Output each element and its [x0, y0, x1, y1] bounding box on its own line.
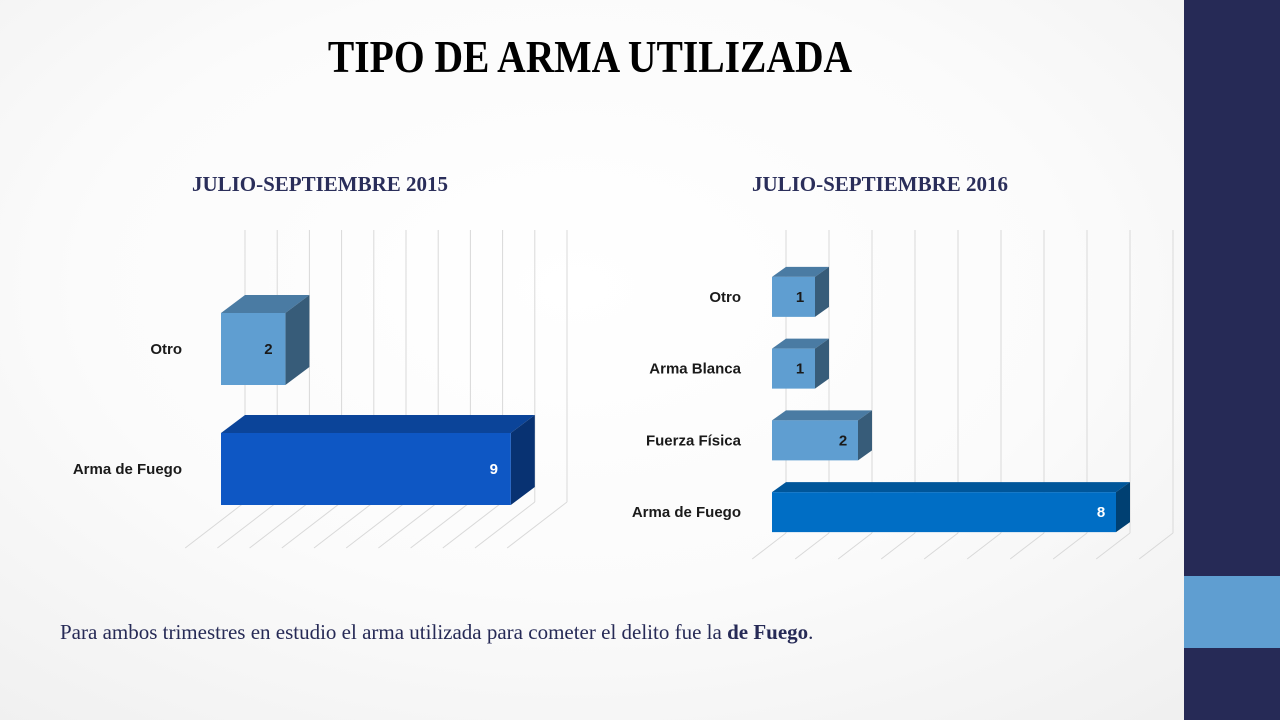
category-label-otro: Otro [709, 289, 741, 306]
floor-gridline-2 [249, 501, 310, 549]
value-label-otro: 1 [796, 289, 804, 306]
floor-gridline-7 [1052, 532, 1088, 560]
caption-text-after: . [808, 620, 814, 644]
bar-arma-blanca [772, 338, 829, 389]
floor-gridline-9 [1138, 532, 1174, 560]
floor-gridline-0 [184, 501, 246, 549]
value-label-fuerza-fisica: 2 [839, 432, 847, 449]
category-label-otro: Otro [150, 341, 182, 358]
floor-gridline-1 [217, 501, 278, 549]
floor-gridline-7 [410, 501, 471, 549]
floor-gridline-8 [1095, 532, 1131, 560]
caption-text-bold: de Fuego [727, 620, 809, 644]
bar-otro [221, 295, 310, 385]
floor-gridline-6 [1009, 532, 1045, 560]
bar-side-otro [285, 295, 310, 385]
category-label-arma-de-fuego: Arma de Fuego [73, 461, 182, 478]
floor-gridline-6 [378, 501, 439, 549]
bar-top-otro [221, 295, 310, 313]
bar-arma-de-fuego [772, 482, 1130, 533]
floor-gridline-0 [751, 532, 787, 560]
floor-gridline-10 [506, 501, 568, 549]
bar-side-arma-de-fuego [510, 415, 535, 505]
bar-front-arma-blanca [772, 348, 815, 389]
bar-side-otro [815, 266, 829, 317]
bar-top-arma-blanca [772, 338, 829, 349]
floor-gridline-4 [313, 501, 375, 549]
floor-gridline-9 [474, 501, 536, 549]
bar-top-arma-de-fuego [772, 482, 1130, 493]
bar-otro [772, 266, 829, 317]
bar-top-otro [772, 266, 829, 277]
chart-title-2015: JULIO-SEPTIEMBRE 2015 [191, 172, 449, 196]
value-label-arma-de-fuego: 8 [1097, 504, 1105, 521]
caption-text-before: Para ambos trimestres en estudio el arma… [60, 620, 728, 644]
floor-gridline-5 [345, 501, 407, 549]
floor-gridline-8 [442, 501, 503, 549]
bar-top-fuerza-fisica [772, 410, 872, 421]
chart-title-2016: JULIO-SEPTIEMBRE 2016 [751, 172, 1009, 196]
bar-top-arma-de-fuego [221, 415, 535, 433]
bar-side-arma-de-fuego [1116, 482, 1130, 533]
category-label-arma-blanca: Arma Blanca [649, 361, 741, 378]
bar-arma-de-fuego [221, 415, 535, 505]
floor-gridline-2 [837, 532, 873, 560]
page-title: TIPO DE ARMA UTILIZADA [327, 31, 853, 82]
category-label-arma-de-fuego: Arma de Fuego [632, 504, 741, 521]
floor-gridline-1 [794, 532, 830, 560]
floor-gridline-4 [923, 532, 959, 560]
bar-fuerza-fisica [772, 410, 872, 461]
bar-front-arma-de-fuego [221, 433, 511, 505]
caption-text: Para ambos trimestres en estudio el arma… [60, 620, 813, 645]
floor-gridline-5 [966, 532, 1002, 560]
category-label-fuerza-fisica: Fuerza Física [646, 432, 742, 449]
value-label-arma-de-fuego: 9 [490, 461, 498, 478]
floor-gridline-3 [880, 532, 916, 560]
bar-front-fuerza-fisica [772, 420, 858, 461]
bar-side-arma-blanca [815, 338, 829, 389]
value-label-otro: 2 [264, 341, 272, 358]
floor-gridline-3 [281, 501, 342, 549]
bar-side-fuerza-fisica [858, 410, 872, 461]
bar-front-arma-de-fuego [772, 492, 1116, 533]
bar-front-otro [221, 313, 286, 385]
bar-front-otro [772, 276, 815, 317]
sidebar-accent-block [1184, 576, 1280, 648]
value-label-arma-blanca: 1 [796, 361, 804, 378]
